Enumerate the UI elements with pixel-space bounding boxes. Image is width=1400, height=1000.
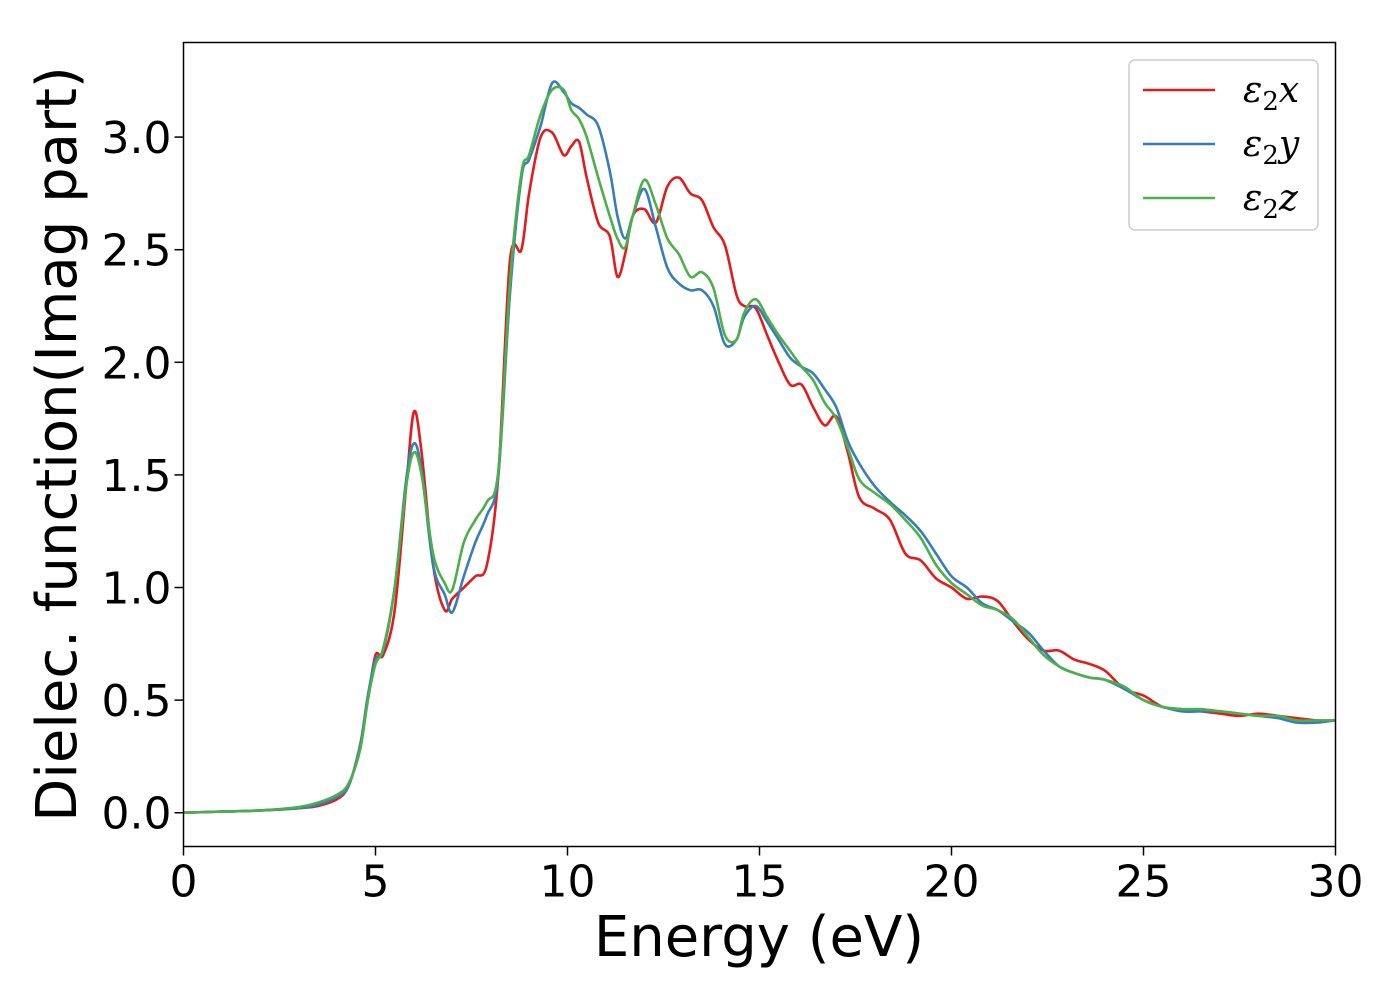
x-axis-ticks: 0 5 10 15 20 25 30 [170,846,1364,908]
x-tick-label: 10 [540,857,596,908]
series-layer [183,80,1336,815]
x-tick-label: 20 [924,857,980,908]
y-tick-label: 2.5 [102,226,172,277]
legend-box [1128,59,1319,231]
legend-label-y: ε2y [1243,124,1300,171]
x-tick-label: 15 [732,857,788,908]
legend: ε2x ε2y ε2z [1128,59,1319,231]
series-line-x [183,128,1336,815]
y-tick-label: 2.0 [102,338,172,389]
y-tick-label: 0.0 [102,789,172,840]
y-axis-title: Dielec. function(Imag part) [25,66,90,822]
legend-label-z: ε2z [1243,178,1299,225]
legend-label-x: ε2x [1243,70,1299,117]
x-tick-label: 30 [1308,857,1364,908]
y-axis-ticks: 0.0 0.5 1.0 1.5 2.0 2.5 3.0 [102,113,184,840]
y-tick-label: 3.0 [102,113,172,164]
series-line-z [183,85,1336,815]
y-tick-label: 0.5 [102,676,172,727]
x-tick-label: 0 [170,857,198,908]
x-axis-title: Energy (eV) [594,905,924,970]
y-tick-label: 1.5 [102,451,172,502]
y-tick-label: 1.0 [102,564,172,615]
x-tick-label: 25 [1116,857,1172,908]
x-tick-label: 5 [362,857,390,908]
